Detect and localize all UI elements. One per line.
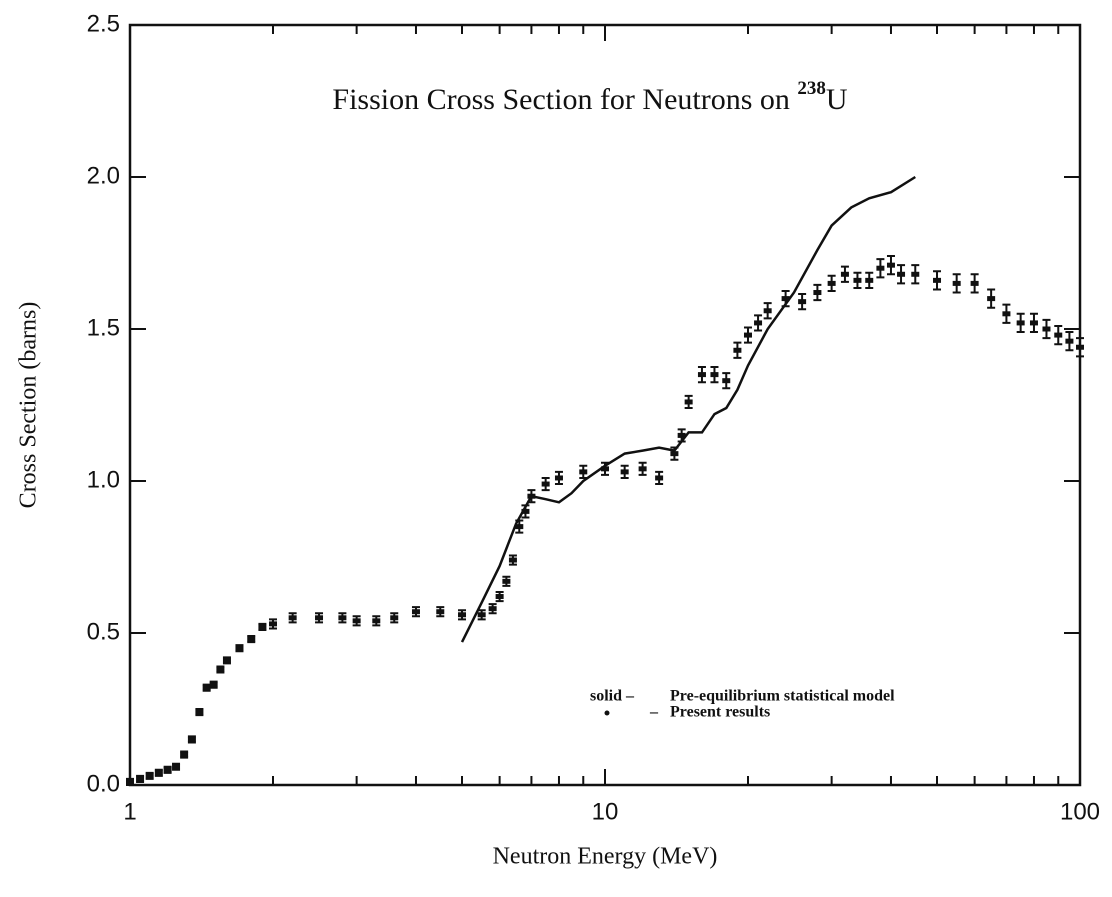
data-point (235, 645, 244, 651)
data-point (527, 493, 536, 499)
data-point (502, 578, 511, 584)
data-point (840, 271, 849, 277)
data-point (876, 265, 885, 271)
data-point (247, 636, 256, 642)
data-point (288, 615, 297, 621)
y-axis-label: Cross Section (barns) (16, 302, 42, 509)
data-point (477, 612, 486, 618)
data-point (579, 469, 588, 475)
data-point (541, 481, 550, 487)
data-point (1076, 344, 1084, 350)
data-point (145, 773, 154, 779)
y-tick-label: 1.5 (87, 314, 120, 341)
data-point (163, 767, 172, 773)
data-point (620, 469, 629, 475)
data-point (722, 378, 731, 384)
data-point (488, 606, 497, 612)
y-tick-label: 0.0 (87, 770, 120, 797)
data-point (508, 557, 517, 563)
data-point (390, 615, 399, 621)
data-point (154, 770, 163, 776)
data-point (710, 372, 719, 378)
legend-label: Present results (670, 704, 770, 721)
x-axis-label: Neutron Energy (MeV) (493, 844, 718, 870)
data-point (187, 736, 196, 742)
data-point (638, 466, 647, 472)
data-point (126, 779, 134, 785)
legend-label: Pre-equilibrium statistical model (670, 688, 895, 705)
data-point (315, 615, 324, 621)
data-point (1002, 311, 1011, 317)
data-point (180, 752, 189, 758)
data-point (827, 280, 836, 286)
data-point (655, 475, 664, 481)
data-point (763, 308, 772, 314)
data-point (697, 372, 706, 378)
data-point (853, 277, 862, 283)
data-point (670, 451, 679, 457)
data-point (436, 609, 445, 615)
data-point (813, 290, 822, 296)
data-point (1065, 338, 1074, 344)
data-point (1054, 332, 1063, 338)
x-tick-label: 100 (1060, 798, 1100, 825)
data-point (521, 508, 530, 514)
data-point (911, 271, 920, 277)
data-point (677, 432, 686, 438)
data-point (601, 466, 609, 472)
data-point (952, 280, 961, 286)
data-point (1029, 320, 1038, 326)
data-point (495, 594, 504, 600)
data-point (172, 764, 181, 770)
x-tick-label: 10 (592, 798, 619, 825)
model-line (460, 175, 916, 643)
data-point (372, 618, 381, 624)
plot-frame (128, 23, 1082, 787)
data-point (865, 277, 874, 283)
data-point (987, 296, 996, 302)
y-tick-label: 2.5 (87, 10, 120, 37)
data-point (743, 332, 752, 338)
y-tick-label: 2.0 (87, 162, 120, 189)
data-point (209, 682, 218, 688)
legend-marker (604, 710, 610, 716)
title-superscript: 238 (797, 78, 826, 99)
y-tick-label: 1.0 (87, 466, 120, 493)
data-point (515, 524, 524, 530)
data-point (754, 320, 763, 326)
data-point (781, 296, 790, 302)
data-point (733, 347, 742, 353)
data-point (338, 615, 347, 621)
data-point (554, 475, 563, 481)
title-symbol: U (826, 83, 848, 116)
x-tick-label: 1 (123, 798, 136, 825)
legend-key: solid – (590, 688, 635, 705)
data-point (411, 609, 420, 615)
data-point (798, 299, 807, 305)
data-point (897, 271, 906, 277)
data-point (933, 277, 942, 283)
data-point (136, 776, 145, 782)
chart-title: Fission Cross Section for Neutrons on 23… (332, 78, 848, 116)
data-point (684, 399, 693, 405)
data-point (222, 657, 231, 663)
data-point (886, 262, 895, 268)
data-point (458, 612, 467, 618)
legend-key: – (649, 704, 659, 721)
data-point (970, 280, 979, 286)
title-text: Fission Cross Section for Neutrons on (332, 83, 797, 116)
data-point (202, 685, 211, 691)
data-point (195, 709, 204, 715)
data-point (1042, 326, 1051, 332)
y-tick-label: 0.5 (87, 618, 120, 645)
data-point (268, 621, 277, 627)
data-point (352, 618, 361, 624)
data-point (258, 624, 267, 630)
data-point (216, 666, 225, 672)
data-point (1016, 320, 1025, 326)
